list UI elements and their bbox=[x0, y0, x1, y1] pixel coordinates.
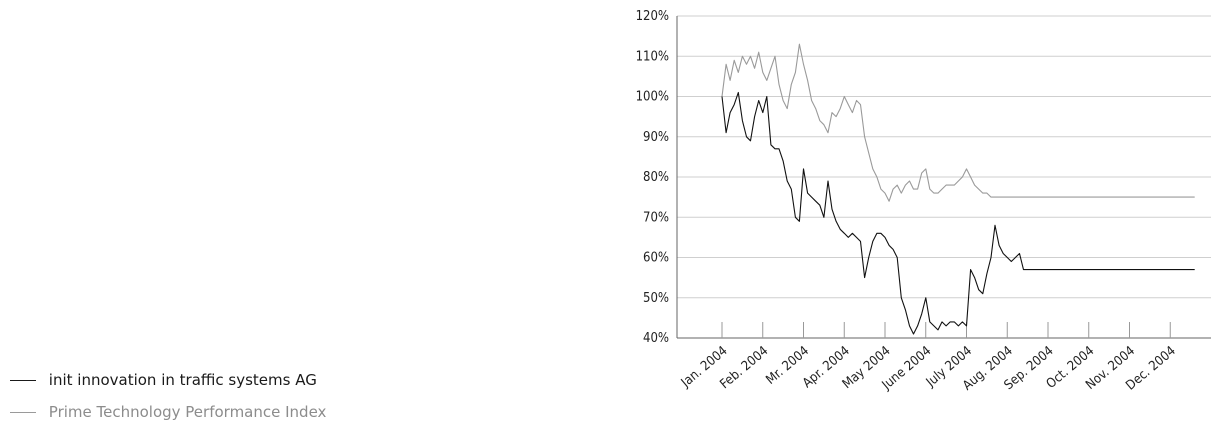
legend-line-prime bbox=[10, 412, 36, 413]
legend-line-init bbox=[10, 380, 36, 381]
y-tick-label: 110% bbox=[636, 49, 669, 64]
y-tick-label: 80% bbox=[643, 170, 669, 185]
legend-label-init: init innovation in traffic systems AG bbox=[48, 371, 317, 389]
y-axis-ticks: 40% 50% 60% 70% 80% 90% 100% 110% 120% bbox=[636, 9, 669, 346]
series-group bbox=[721, 43, 1195, 335]
y-tick-label: 100% bbox=[636, 90, 669, 105]
legend-label-prime: Prime Technology Performance Index bbox=[48, 403, 327, 421]
series-line bbox=[721, 43, 1195, 202]
y-tick-label: 90% bbox=[643, 130, 669, 145]
legend-item-init: init innovation in traffic systems AG bbox=[10, 371, 317, 389]
y-tick-label: 120% bbox=[636, 9, 669, 24]
legend-item-prime: Prime Technology Performance Index bbox=[10, 403, 326, 421]
series-line bbox=[721, 91, 1195, 335]
y-tick-label: 60% bbox=[643, 251, 669, 266]
gridlines bbox=[676, 15, 1211, 339]
y-tick-label: 50% bbox=[643, 291, 669, 306]
y-tick-label: 70% bbox=[643, 210, 669, 225]
y-tick-label: 40% bbox=[643, 331, 669, 346]
